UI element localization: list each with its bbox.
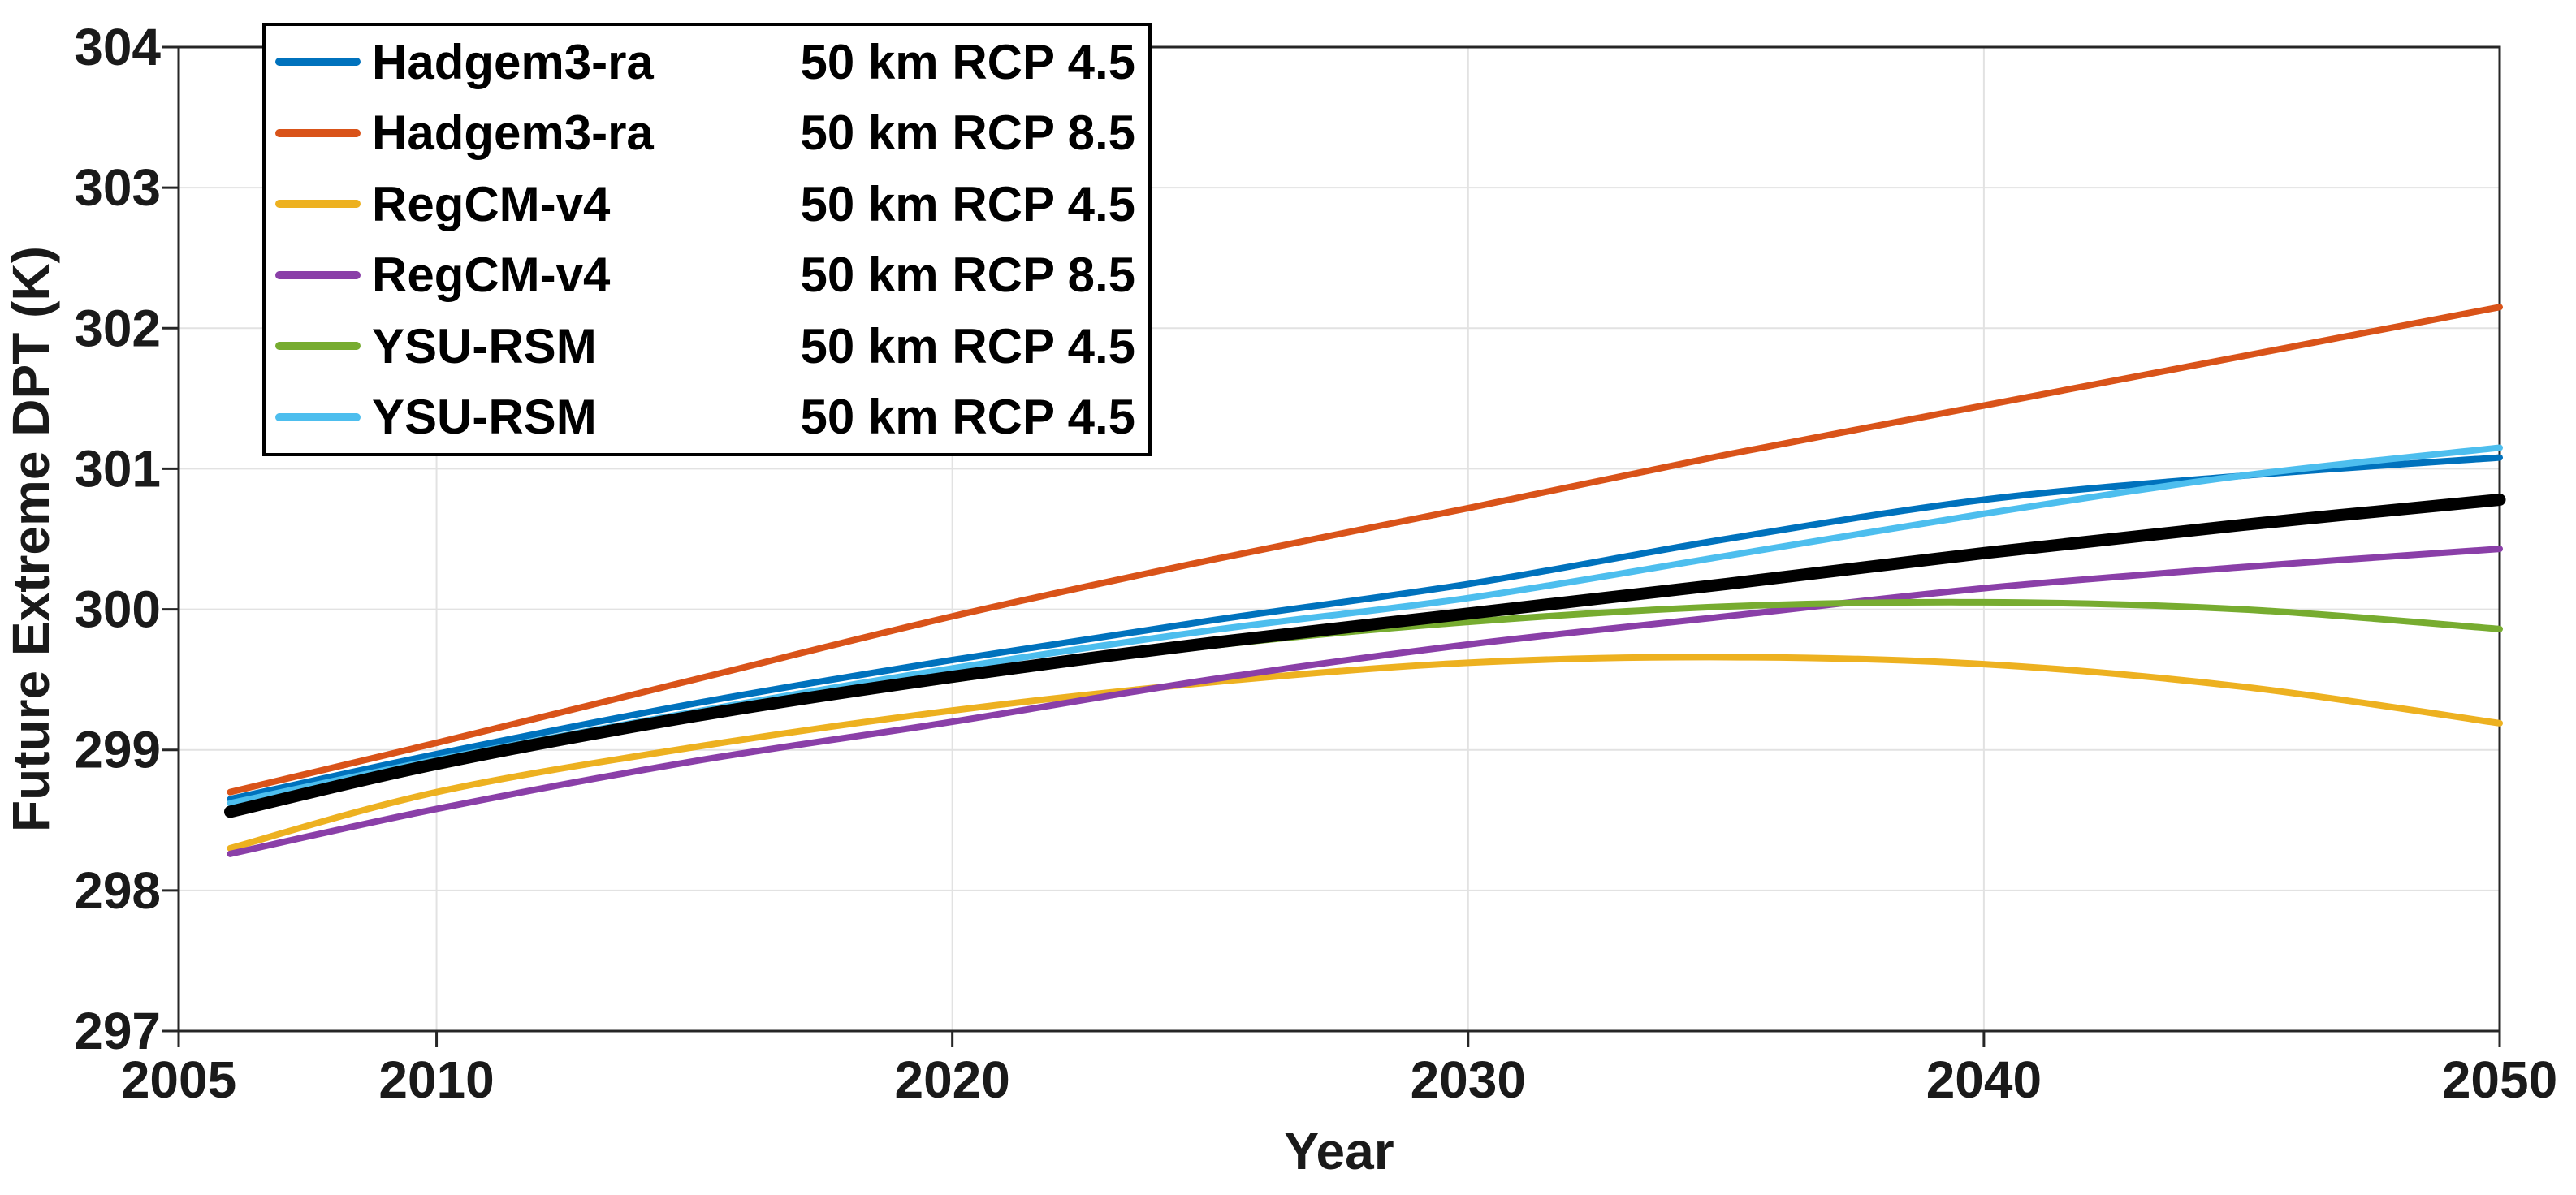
y-tick-label: 298 (74, 861, 161, 920)
x-tick-label: 2010 (378, 1050, 494, 1109)
legend-line-sample (275, 412, 361, 421)
series-line-0 (227, 454, 2503, 803)
series-line-3 (227, 546, 2503, 857)
legend-row-0: Hadgem3-ra 50 km RCP 4.5 (266, 27, 1148, 97)
legend-line-sample (275, 200, 361, 209)
x-tick-label: 2005 (121, 1050, 236, 1109)
y-tick-label: 304 (74, 18, 161, 76)
y-tick-label: 302 (74, 299, 161, 357)
legend-row-5: YSU-RSM 50 km RCP 4.5 (266, 382, 1148, 452)
y-tick-label: 297 (74, 1002, 161, 1060)
legend-model-label: RegCM-v4 (372, 176, 611, 231)
legend-scenario-label: 50 km RCP 4.5 (800, 34, 1135, 89)
x-axis-label: Year (1284, 1122, 1394, 1180)
legend-model-label: YSU-RSM (372, 318, 597, 373)
series-line-black-mean (224, 494, 2506, 818)
legend-scenario-label: 50 km RCP 8.5 (800, 248, 1135, 303)
legend-row-4: YSU-RSM 50 km RCP 4.5 (266, 311, 1148, 382)
legend-line-sample (275, 342, 361, 351)
y-tick-label: 301 (74, 439, 161, 498)
legend-line-sample (275, 128, 361, 137)
axes-box (177, 45, 2501, 1033)
y-axis-label: Future Extreme DPT (K) (2, 246, 60, 832)
x-tick-label: 2020 (894, 1050, 1009, 1109)
legend-row-3: RegCM-v4 50 km RCP 8.5 (266, 239, 1148, 310)
legend-model-label: YSU-RSM (372, 390, 597, 445)
series-line-2 (227, 654, 2503, 852)
series-line-1 (227, 304, 2503, 796)
legend-scenario-label: 50 km RCP 8.5 (800, 106, 1135, 161)
legend-box: Hadgem3-ra 50 km RCP 4.5 Hadgem3-ra 50 km R… (262, 23, 1152, 456)
y-tick-label: 299 (74, 721, 161, 779)
legend-scenario-label: 50 km RCP 4.5 (800, 176, 1135, 231)
x-tick-label: 2040 (1926, 1050, 2042, 1109)
legend-scenario-label: 50 km RCP 4.5 (800, 318, 1135, 373)
legend-model-label: Hadgem3-ra (372, 34, 654, 89)
legend-line-sample (275, 58, 361, 67)
x-tick-label: 2030 (1411, 1050, 1526, 1109)
legend-row-2: RegCM-v4 50 km RCP 4.5 (266, 169, 1148, 239)
x-tick-label: 2050 (2442, 1050, 2557, 1109)
legend-scenario-label: 50 km RCP 4.5 (800, 390, 1135, 445)
legend-line-sample (275, 270, 361, 279)
y-tick-label: 300 (74, 580, 161, 639)
legend-model-label: RegCM-v4 (372, 248, 611, 303)
legend-model-label: Hadgem3-ra (372, 106, 654, 161)
y-tick-label: 303 (74, 158, 161, 217)
legend-row-1: Hadgem3-ra 50 km RCP 8.5 (266, 97, 1148, 168)
